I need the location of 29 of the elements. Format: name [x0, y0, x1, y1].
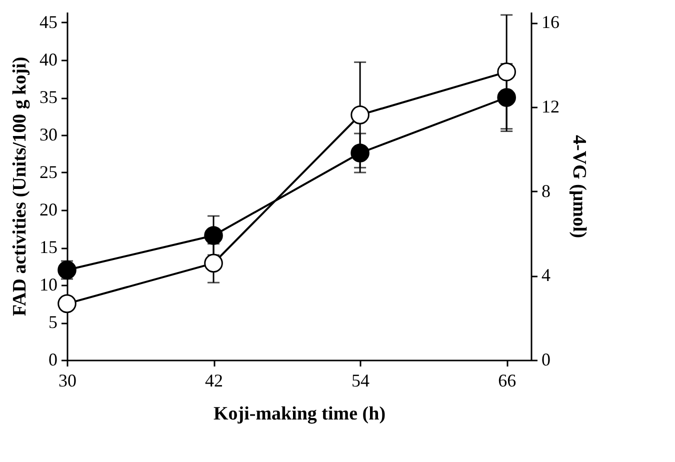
x-axis-title: Koji-making time (h): [213, 404, 386, 424]
y-tick-label: 10: [40, 274, 58, 294]
x-tick-label: 42: [205, 370, 224, 390]
x-tick-label: 54: [352, 370, 370, 390]
point: [350, 106, 370, 124]
y-tick-label: 35: [40, 87, 58, 107]
y-tick-label: 30: [40, 124, 58, 144]
y-axis-title: FAD activities (Units/100 g koji): [10, 56, 30, 316]
point: [350, 144, 370, 162]
point: [497, 62, 516, 82]
x-tick-label: 66: [498, 370, 516, 390]
y2-tick-label: 12: [542, 96, 560, 116]
y-tick-label: 25: [40, 162, 58, 182]
y-tick-label: 5: [48, 312, 58, 332]
y2-tick-label: 16: [542, 12, 560, 32]
y-tick-label: 45: [40, 12, 58, 32]
point: [497, 88, 516, 107]
y-tick-label: 0: [48, 350, 58, 370]
y-tick-label: 20: [40, 200, 58, 220]
y2-tick-label: 4: [542, 265, 550, 286]
point: [58, 294, 76, 314]
point: [204, 254, 223, 273]
point: [204, 226, 223, 245]
y2-axis-title: 4-VG (μmol): [568, 134, 590, 238]
y2-tick-label: 8: [542, 180, 550, 201]
point: [58, 260, 76, 280]
y-tick-label: 40: [40, 50, 58, 70]
y-tick-label: 15: [40, 237, 58, 257]
y2-tick-label: 0: [542, 350, 550, 370]
